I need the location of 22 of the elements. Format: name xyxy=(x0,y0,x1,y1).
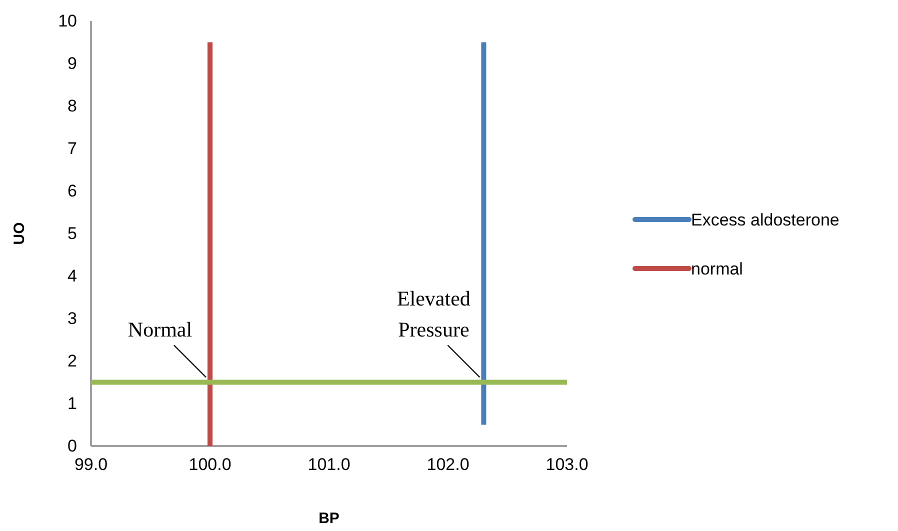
y-tick-label: 5 xyxy=(68,224,77,243)
y-tick-label: 6 xyxy=(68,181,77,200)
x-tick-label: 100.0 xyxy=(188,455,232,474)
y-tick-label: 9 xyxy=(68,54,77,73)
annotation: Elevated Pressure xyxy=(396,286,471,342)
y-tick-label: 3 xyxy=(68,308,77,328)
x-tick-label: 102.0 xyxy=(426,455,470,474)
legend-label: Excess aldosterone xyxy=(691,210,840,230)
annotation: Normal xyxy=(128,317,192,342)
y-tick-label: 1 xyxy=(68,394,77,413)
x-tick-label: 101.0 xyxy=(308,455,350,474)
y-tick-label: 4 xyxy=(68,266,77,286)
x-tick-label: 103.0 xyxy=(546,455,588,474)
y-axis-title: UO xyxy=(11,222,28,245)
x-axis-title: BP xyxy=(318,510,340,527)
legend-label: normal xyxy=(691,260,743,278)
y-tick-label: 2 xyxy=(68,351,77,370)
y-tick-label: 8 xyxy=(68,96,77,116)
y-tick-label: 10 xyxy=(58,11,77,30)
y-tick-label: 0 xyxy=(68,436,77,456)
x-tick-label: 99.0 xyxy=(74,455,108,474)
y-tick-label: 7 xyxy=(68,138,77,158)
